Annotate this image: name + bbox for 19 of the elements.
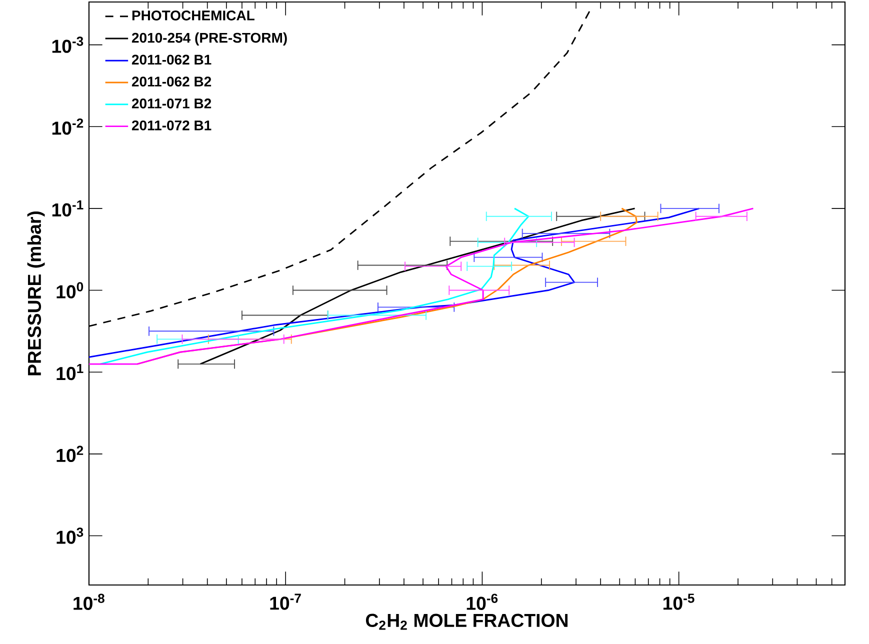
x-tick-label: 10$^{-6}$ [466,594,498,610]
y-tick-label: 10$^{2}$ [56,446,84,462]
y-tick-label: 10$^{-3}$ [52,36,84,53]
y-tick-label: 10$^{-1}$ [52,200,84,217]
x-tick-label: 10$^{-7}$ [270,594,301,610]
legend-label: 2010-254 (PRE-STORM) [132,32,287,46]
legend-label: 2011-072 B1 [132,120,212,130]
legend-label: PHOTOCHEMICAL [132,10,254,20]
x-axis-title: C$_{2}$H$_{2}$ MOLE FRACTION [366,614,568,630]
legend-label: 2011-062 B2 [132,76,212,87]
y-tick-label: 10$^{-2}$ [52,118,84,135]
y-tick-label: 10$^{0}$ [56,282,84,298]
legend-label: 2011-062 B1 [132,54,212,65]
x-tick-label: 10$^{-8}$ [74,594,104,610]
x-tick-label: 10$^{-5}$ [663,594,694,610]
y-tick-label: 10$^{3}$ [56,528,84,544]
y-axis-title: PRESSURE (mbar) [27,211,45,376]
y-tick-label: 10$^{1}$ [56,364,84,380]
legend-label: 2011-071 B2 [132,98,212,108]
